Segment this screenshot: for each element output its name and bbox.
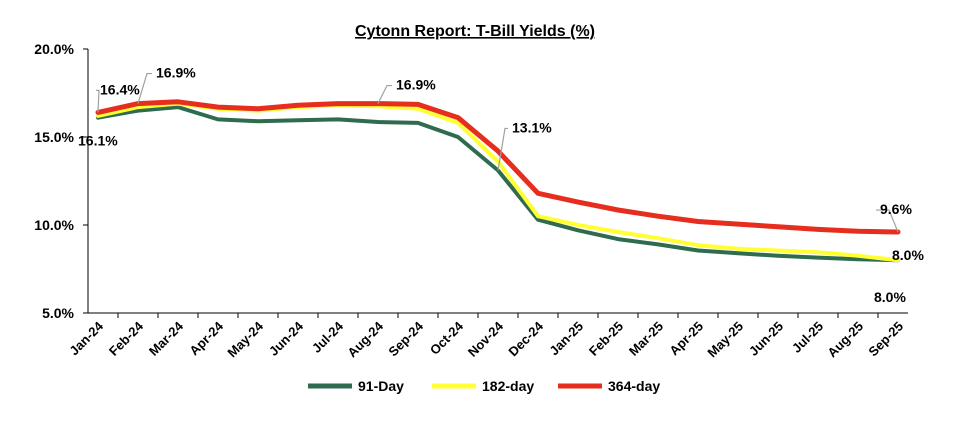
data-label: 16.1% [78,133,118,149]
x-tick-label: Apr-24 [186,318,226,358]
x-tick-label: Jun-24 [266,318,307,359]
data-label: 9.6% [880,201,912,217]
data-label: 13.1% [512,119,552,135]
data-label-leader [378,86,392,104]
x-tick-label: Mar-24 [146,318,187,359]
x-tick-label: Jul-25 [789,319,826,356]
data-label-leader [138,74,152,104]
x-tick-label: Sep-25 [865,319,906,360]
legend-label: 91-Day [358,378,404,394]
x-tick-label: Aug-25 [824,319,866,361]
x-tick-label: Nov-24 [465,318,507,360]
data-labels: 16.4% 16.1% 16.9% 16.9% 13.1% 9.6% 8.0% 8.0% [78,65,924,306]
x-tick-label: Aug-24 [344,318,386,360]
data-label: 8.0% [892,247,924,263]
x-tick-label: Jan-25 [546,319,586,359]
y-axis-ticks: 5.0% 10.0% 15.0% 20.0% [34,41,88,321]
data-label: 16.9% [156,65,196,81]
data-label-leader [96,90,99,112]
data-label: 16.9% [396,77,436,93]
x-tick-label: Feb-25 [586,319,626,359]
series-line-91-day [98,107,898,260]
x-tick-label: Dec-24 [505,318,546,359]
x-tick-label: May-25 [704,319,746,361]
x-tick-label: Jun-25 [746,319,786,359]
series-lines [98,102,898,261]
x-tick-label: Oct-24 [427,318,467,358]
x-tick-label: Mar-25 [626,319,666,359]
axes [88,49,908,313]
y-tick-label: 5.0% [42,305,74,321]
x-tick-label: May-24 [224,318,266,360]
chart-title: Cytonn Report: T-Bill Yields (%) [355,23,595,40]
x-tick-label: Sep-24 [385,318,426,359]
series-line-182-day [98,104,898,261]
x-tick-label: Jan-24 [66,318,106,358]
x-tick-label: Jul-24 [309,318,347,356]
legend: 91-Day 182-day 364-day [308,378,660,394]
legend-label: 182-day [482,378,534,394]
x-tick-label: Apr-25 [666,319,706,359]
y-tick-label: 10.0% [34,217,74,233]
y-tick-label: 15.0% [34,129,74,145]
legend-label: 364-day [608,378,660,394]
y-tick-label: 20.0% [34,41,74,57]
data-label: 8.0% [874,289,906,305]
data-label: 16.4% [100,81,140,97]
x-tick-label: Feb-24 [106,318,147,359]
